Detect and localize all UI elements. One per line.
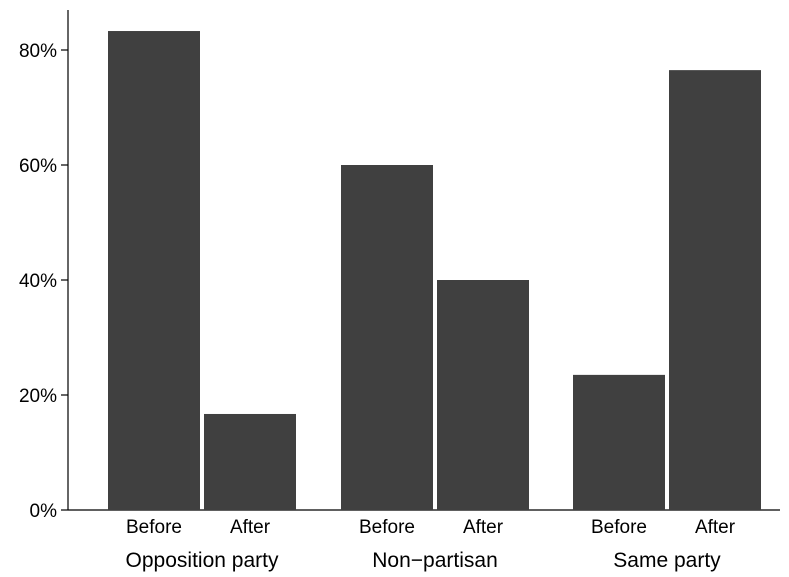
- group-label: Opposition party: [126, 549, 279, 572]
- y-tick-label: 60%: [19, 156, 57, 177]
- y-tick-label: 40%: [19, 271, 57, 292]
- bar-2-after: [437, 280, 529, 510]
- y-tick-label: 20%: [19, 386, 57, 407]
- bar-3-after: [669, 70, 761, 510]
- bar-category-label: Before: [591, 517, 647, 538]
- y-tick-label: 0%: [30, 501, 58, 522]
- bar-3-before: [573, 374, 665, 510]
- bar-category-label: After: [463, 517, 504, 538]
- group-label: Same party: [613, 549, 721, 572]
- x-axis-labels: Before After Opposition party Before After No…: [126, 517, 736, 572]
- bar-category-label: After: [230, 517, 271, 538]
- y-tick-label: 80%: [19, 41, 57, 62]
- bar-category-label: Before: [126, 517, 182, 538]
- bar-category-label: Before: [359, 517, 415, 538]
- bar-2-before: [341, 165, 433, 510]
- bars: [108, 31, 761, 511]
- bar-1-before: [108, 31, 200, 511]
- bar-category-label: After: [695, 517, 736, 538]
- group-label: Non−partisan: [372, 549, 498, 572]
- bar-1-after: [204, 413, 296, 510]
